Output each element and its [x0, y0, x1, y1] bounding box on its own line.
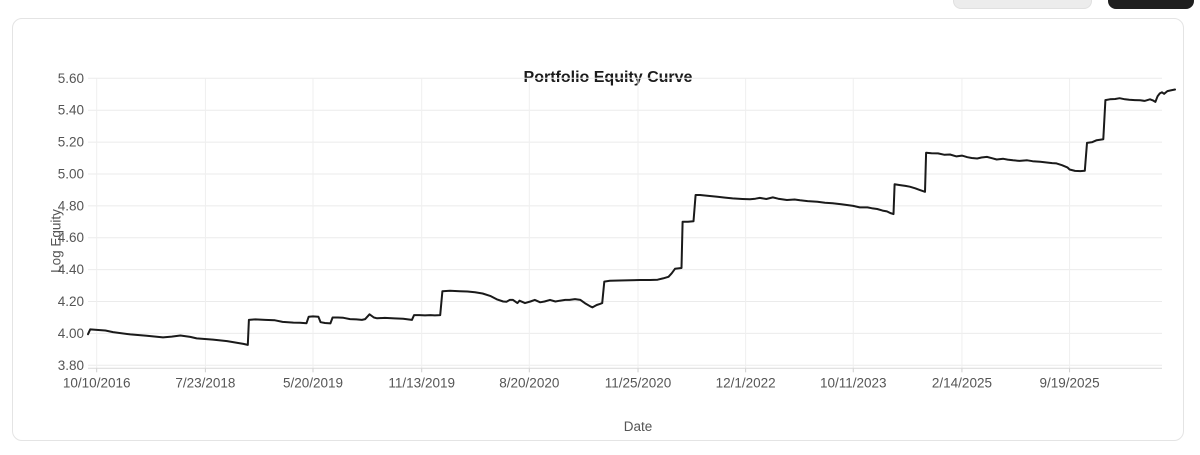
svg-text:12/1/2022: 12/1/2022 — [716, 376, 776, 391]
svg-text:4.60: 4.60 — [58, 230, 84, 245]
chart-title: Portfolio Equity Curve — [523, 69, 693, 86]
svg-text:11/25/2020: 11/25/2020 — [605, 376, 672, 391]
svg-text:4.80: 4.80 — [58, 198, 84, 213]
svg-text:5/20/2019: 5/20/2019 — [283, 376, 343, 391]
svg-text:10/10/2016: 10/10/2016 — [63, 376, 131, 391]
svg-text:4.20: 4.20 — [58, 294, 84, 309]
svg-text:4.40: 4.40 — [58, 262, 84, 277]
chart-card: Portfolio Equity Curve Log Equity Date — [12, 18, 1184, 441]
svg-text:11/13/2019: 11/13/2019 — [388, 376, 455, 391]
svg-text:10/11/2023: 10/11/2023 — [820, 376, 887, 391]
svg-text:8/20/2020: 8/20/2020 — [499, 376, 559, 391]
svg-text:5.40: 5.40 — [58, 103, 84, 118]
svg-text:5.00: 5.00 — [58, 166, 84, 181]
svg-text:9/19/2025: 9/19/2025 — [1040, 376, 1100, 391]
svg-text:7/23/2018: 7/23/2018 — [175, 376, 235, 391]
svg-text:2/14/2025: 2/14/2025 — [932, 376, 992, 391]
svg-text:3.80: 3.80 — [58, 358, 84, 373]
svg-text:5.20: 5.20 — [58, 135, 84, 150]
svg-text:5.60: 5.60 — [58, 71, 84, 86]
svg-text:4.00: 4.00 — [58, 326, 84, 341]
x-axis-title: Date — [623, 419, 653, 434]
